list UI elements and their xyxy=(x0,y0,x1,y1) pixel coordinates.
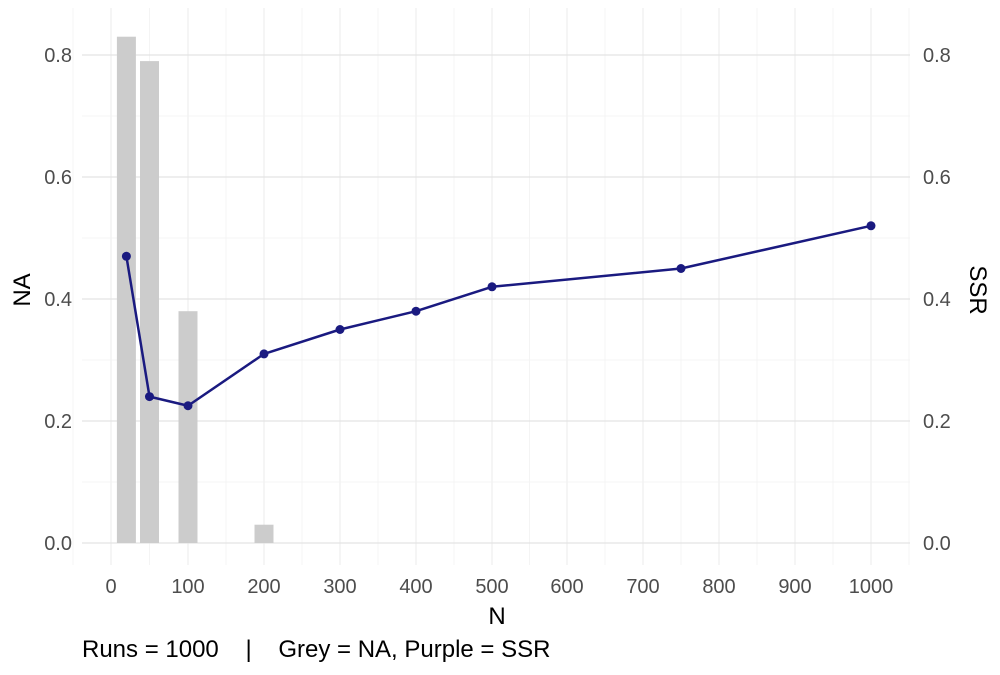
x-tick-label: 300 xyxy=(323,576,356,598)
x-tick-label: 700 xyxy=(626,576,659,598)
y-left-tick-label: 0.8 xyxy=(44,45,72,67)
ssr-point xyxy=(866,221,876,231)
y-axis-right-title: SSR xyxy=(964,265,991,314)
x-tick-label: 200 xyxy=(247,576,280,598)
y-right-tick-label: 0.6 xyxy=(923,167,951,189)
na-bar xyxy=(140,61,159,543)
na-bar xyxy=(254,524,274,543)
x-axis: 0 100 200 300 400 500 600 700 800 900 1000 xyxy=(105,576,893,598)
y-right-tick-label: 0.8 xyxy=(923,45,951,67)
x-tick-label: 400 xyxy=(399,576,432,598)
y-right-tick-label: 0.2 xyxy=(923,411,951,433)
x-tick-label: 0 xyxy=(105,576,116,598)
y-left-tick-label: 0.2 xyxy=(44,411,72,433)
ssr-point xyxy=(145,392,154,402)
y-right-tick-label: 0.4 xyxy=(923,289,951,311)
y-axis-left: 0.0 0.2 0.4 0.6 0.8 xyxy=(44,45,72,555)
x-tick-label: 900 xyxy=(778,576,811,598)
x-tick-label: 1000 xyxy=(849,576,894,598)
na-bar xyxy=(116,36,136,543)
ssr-point xyxy=(487,282,497,292)
ssr-line-series xyxy=(121,221,876,411)
ssr-point xyxy=(121,251,131,261)
bars xyxy=(116,36,274,543)
ssr-point xyxy=(335,325,345,334)
ssr-point xyxy=(183,401,193,411)
y-axis-left-title: NA xyxy=(9,273,36,306)
y-right-tick-label: 0.0 xyxy=(923,533,951,555)
ssr-line xyxy=(125,224,872,407)
x-tick-label: 500 xyxy=(475,576,508,598)
ssr-point xyxy=(676,264,686,273)
y-left-tick-label: 0.6 xyxy=(44,167,72,189)
y-left-tick-label: 0.0 xyxy=(44,533,72,555)
na-bar xyxy=(178,311,198,543)
x-axis-title: N xyxy=(488,603,505,630)
y-axis-right: 0.0 0.2 0.4 0.6 0.8 xyxy=(923,45,951,555)
ssr-point xyxy=(411,306,421,316)
caption: Runs = 1000 | Grey = NA, Purple = SSR xyxy=(82,636,551,663)
ssr-point xyxy=(259,349,269,359)
x-tick-label: 800 xyxy=(702,576,735,598)
y-left-tick-label: 0.4 xyxy=(44,289,72,311)
x-tick-label: 100 xyxy=(171,576,204,598)
x-tick-label: 600 xyxy=(550,576,583,598)
grid xyxy=(72,8,910,565)
